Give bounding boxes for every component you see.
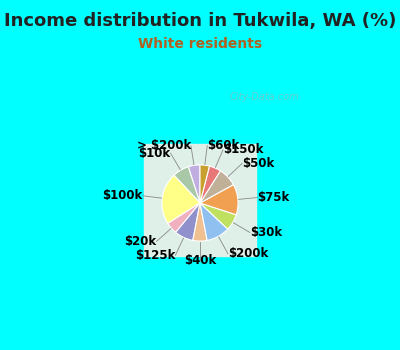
Wedge shape <box>200 203 236 229</box>
Wedge shape <box>200 203 228 240</box>
Text: $125k: $125k <box>135 249 175 262</box>
Bar <box>144 144 256 256</box>
Text: $10k: $10k <box>138 147 170 160</box>
Text: $100k: $100k <box>102 189 142 202</box>
Text: > $200k: > $200k <box>137 139 191 152</box>
Text: $30k: $30k <box>250 226 282 239</box>
Text: $150k: $150k <box>223 144 263 156</box>
Text: White residents: White residents <box>138 37 262 51</box>
Wedge shape <box>162 175 200 223</box>
Text: $200k: $200k <box>228 247 268 260</box>
Wedge shape <box>200 165 210 203</box>
Wedge shape <box>188 165 200 203</box>
Wedge shape <box>193 203 207 241</box>
Text: Income distribution in Tukwila, WA (%): Income distribution in Tukwila, WA (%) <box>4 12 396 30</box>
Wedge shape <box>200 166 220 203</box>
Text: $40k: $40k <box>184 254 216 267</box>
Text: $20k: $20k <box>124 235 156 248</box>
Text: $50k: $50k <box>242 157 274 170</box>
Wedge shape <box>176 203 200 240</box>
Text: $75k: $75k <box>258 191 290 204</box>
Wedge shape <box>200 171 233 203</box>
Text: $60k: $60k <box>207 139 240 152</box>
Wedge shape <box>168 203 200 232</box>
Text: City-Data.com: City-Data.com <box>230 92 299 102</box>
Wedge shape <box>174 167 200 203</box>
Wedge shape <box>200 185 238 215</box>
